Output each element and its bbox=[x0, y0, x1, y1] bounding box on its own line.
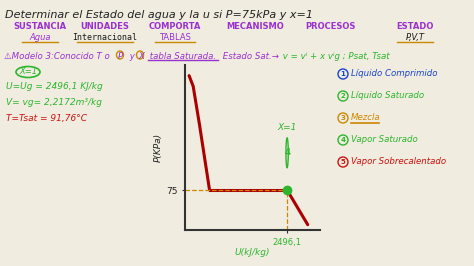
Text: Agua: Agua bbox=[29, 33, 51, 42]
Text: X: X bbox=[138, 52, 144, 61]
Text: TABLAS: TABLAS bbox=[159, 33, 191, 42]
Text: COMPORTA: COMPORTA bbox=[149, 22, 201, 31]
Text: X=1: X=1 bbox=[19, 68, 37, 77]
Text: Vapor Saturado: Vapor Saturado bbox=[351, 135, 418, 144]
Text: 4: 4 bbox=[284, 148, 290, 157]
Text: 3: 3 bbox=[340, 115, 346, 121]
Text: Estado Sat.→: Estado Sat.→ bbox=[220, 52, 279, 61]
Text: P: P bbox=[118, 52, 123, 61]
Text: UNIDADES: UNIDADES bbox=[81, 22, 129, 31]
Text: V= vg= 2,2172m³/kg: V= vg= 2,2172m³/kg bbox=[6, 98, 102, 107]
Text: SUSTANCIA: SUSTANCIA bbox=[13, 22, 66, 31]
Text: Internacional: Internacional bbox=[73, 33, 137, 42]
Text: v = vⁱ + x vⁱg ; Psat, Tsat: v = vⁱ + x vⁱg ; Psat, Tsat bbox=[280, 52, 390, 61]
Y-axis label: P(KPa): P(KPa) bbox=[154, 133, 163, 162]
Text: PROCESOS: PROCESOS bbox=[305, 22, 355, 31]
Text: U=Ug = 2496,1 KJ/kg: U=Ug = 2496,1 KJ/kg bbox=[6, 82, 103, 91]
Text: 1: 1 bbox=[340, 71, 346, 77]
Text: ⚠Modelo 3:Conocido T o: ⚠Modelo 3:Conocido T o bbox=[4, 52, 112, 61]
Text: y: y bbox=[127, 52, 137, 61]
Text: X=1: X=1 bbox=[277, 123, 297, 131]
X-axis label: U(kJ/kg): U(kJ/kg) bbox=[235, 248, 270, 257]
Text: ESTADO: ESTADO bbox=[396, 22, 434, 31]
Text: Líquido Saturado: Líquido Saturado bbox=[351, 92, 424, 101]
Text: T=Tsat = 91,76°C: T=Tsat = 91,76°C bbox=[6, 114, 87, 123]
Text: MECANISMO: MECANISMO bbox=[226, 22, 284, 31]
Text: P,V,T: P,V,T bbox=[405, 33, 425, 42]
Text: Determinar el Estado del agua y la u si P=75kPa y x=1: Determinar el Estado del agua y la u si … bbox=[5, 10, 313, 20]
Text: Líquido Comprimido: Líquido Comprimido bbox=[351, 69, 438, 78]
Text: 5: 5 bbox=[341, 159, 346, 165]
Text: Vapor Sobrecalentado: Vapor Sobrecalentado bbox=[351, 157, 446, 167]
Text: 2: 2 bbox=[341, 93, 346, 99]
Text: 4: 4 bbox=[340, 137, 346, 143]
Text: tabla Saturada.: tabla Saturada. bbox=[147, 52, 216, 61]
Text: Mezcla: Mezcla bbox=[351, 114, 381, 123]
